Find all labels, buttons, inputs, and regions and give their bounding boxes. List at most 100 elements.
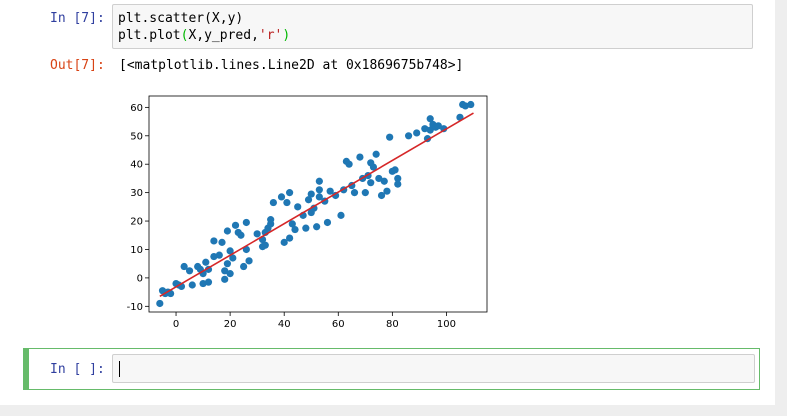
scatter-point bbox=[286, 189, 294, 197]
scatter-point bbox=[156, 299, 164, 308]
scatter-point bbox=[383, 187, 391, 195]
scatter-point bbox=[426, 115, 434, 123]
code-token: plt.plot bbox=[118, 28, 181, 43]
code-token-string: 'r' bbox=[258, 28, 283, 43]
scatter-point bbox=[350, 189, 359, 197]
y-tick-label: 10 bbox=[130, 245, 143, 256]
x-tick-label: 0 bbox=[173, 319, 179, 330]
code-cell-editor[interactable]: plt.scatter(X,y) plt.plot(X,y_pred,'r') bbox=[112, 4, 753, 49]
code-token-paren: ( bbox=[180, 28, 189, 43]
chart-svg: -10 0 10 20 30 40 50 60 0 20 40 60 80 100 bbox=[127, 95, 488, 330]
empty-code-editor[interactable] bbox=[112, 354, 755, 383]
x-tick-label: 80 bbox=[386, 319, 399, 330]
y-tick-label: 30 bbox=[130, 188, 143, 199]
scatter-point bbox=[291, 225, 299, 234]
scatter-point bbox=[226, 247, 234, 255]
scatter-point bbox=[210, 237, 218, 245]
scatter-point bbox=[221, 267, 229, 275]
text-cursor bbox=[119, 361, 120, 377]
scatter-point bbox=[440, 125, 448, 133]
scatter-point bbox=[185, 267, 194, 275]
y-tick-label: 50 bbox=[130, 131, 143, 142]
scatter-point bbox=[202, 258, 210, 266]
scatter-point bbox=[323, 218, 332, 227]
scatter-point bbox=[231, 221, 240, 229]
output-text: [<matplotlib.lines.Line2D at 0x1869675b7… bbox=[119, 58, 464, 73]
scatter-point bbox=[180, 262, 188, 271]
scatter-point bbox=[269, 198, 277, 207]
y-tick-label: -10 bbox=[127, 302, 143, 313]
regression-line bbox=[159, 112, 474, 298]
scatter-point bbox=[294, 203, 302, 211]
scatter-point bbox=[242, 218, 250, 227]
y-tick-label: 60 bbox=[130, 103, 143, 114]
bottom-strip bbox=[0, 405, 787, 416]
scatter-point bbox=[261, 241, 269, 249]
scatter-point bbox=[218, 238, 226, 246]
scatter-point bbox=[304, 196, 313, 204]
scatter-point bbox=[467, 100, 475, 109]
scatter-point bbox=[302, 224, 310, 232]
scatter-point bbox=[345, 160, 353, 168]
y-tick-label: 0 bbox=[137, 273, 143, 284]
scatter-point bbox=[240, 262, 248, 271]
scatter-point bbox=[426, 126, 434, 134]
scatter-point bbox=[226, 270, 234, 278]
scatter-point bbox=[421, 125, 429, 133]
x-tick-label: 20 bbox=[224, 319, 237, 330]
x-axis: 0 20 40 60 80 100 bbox=[173, 312, 456, 330]
scatter-point bbox=[307, 190, 315, 198]
scatter-point bbox=[315, 186, 323, 194]
scatter-point bbox=[283, 198, 291, 207]
x-tick-label: 100 bbox=[437, 319, 456, 330]
y-tick-label: 20 bbox=[130, 217, 143, 228]
in-prompt-empty: In [ ]: bbox=[50, 362, 105, 377]
scatter-point bbox=[434, 122, 442, 130]
scatter-point bbox=[380, 177, 388, 185]
right-scroll-strip bbox=[775, 0, 787, 416]
scatter-point bbox=[326, 187, 334, 195]
scatter-point bbox=[315, 177, 323, 185]
y-axis: -10 0 10 20 30 40 50 60 bbox=[127, 103, 149, 313]
x-tick-label: 60 bbox=[332, 319, 345, 330]
scatter-point bbox=[199, 279, 207, 288]
notebook-container: In [7]: plt.scatter(X,y) plt.plot(X,y_pr… bbox=[0, 0, 775, 405]
scatter-point bbox=[413, 129, 421, 137]
scatter-point bbox=[369, 163, 378, 171]
in-prompt: In [7]: bbox=[50, 11, 105, 26]
scatter-point bbox=[404, 132, 413, 140]
y-tick-label: 40 bbox=[130, 160, 143, 171]
scatter-point bbox=[288, 220, 296, 228]
code-line-2: plt.plot(X,y_pred,'r') bbox=[118, 27, 290, 44]
scatter-point bbox=[223, 260, 232, 268]
scatter-point bbox=[391, 166, 399, 174]
scatter-point bbox=[204, 278, 213, 286]
scatter-point bbox=[372, 150, 380, 158]
scatter-point bbox=[229, 254, 237, 262]
scatter-point bbox=[237, 231, 245, 239]
scatter-point bbox=[286, 234, 294, 242]
code-line-1: plt.scatter(X,y) bbox=[118, 11, 244, 26]
scatter-point bbox=[461, 102, 469, 110]
scatter-point bbox=[361, 189, 369, 197]
scatter-point bbox=[337, 211, 345, 219]
scatter-point bbox=[221, 275, 229, 283]
scatter-point bbox=[245, 257, 253, 265]
scatter-point bbox=[315, 193, 323, 201]
scatter-point bbox=[394, 174, 402, 183]
scatter-point bbox=[188, 281, 196, 289]
scatter-point bbox=[356, 153, 364, 161]
scatter-point bbox=[223, 227, 232, 235]
cell-selection-bar bbox=[24, 349, 29, 389]
scatter-point bbox=[331, 191, 340, 200]
scatter-point bbox=[267, 216, 275, 224]
scatter-point bbox=[253, 230, 261, 238]
x-tick-label: 40 bbox=[278, 319, 291, 330]
scatter-plot-output: -10 0 10 20 30 40 50 60 0 20 40 60 80 100 bbox=[112, 90, 512, 330]
scatter-point bbox=[375, 174, 383, 183]
regression-line-series bbox=[159, 112, 474, 298]
scatter-point bbox=[277, 193, 286, 201]
scatter-point bbox=[377, 191, 386, 200]
scatter-point bbox=[280, 238, 288, 246]
scatter-point bbox=[367, 179, 375, 187]
